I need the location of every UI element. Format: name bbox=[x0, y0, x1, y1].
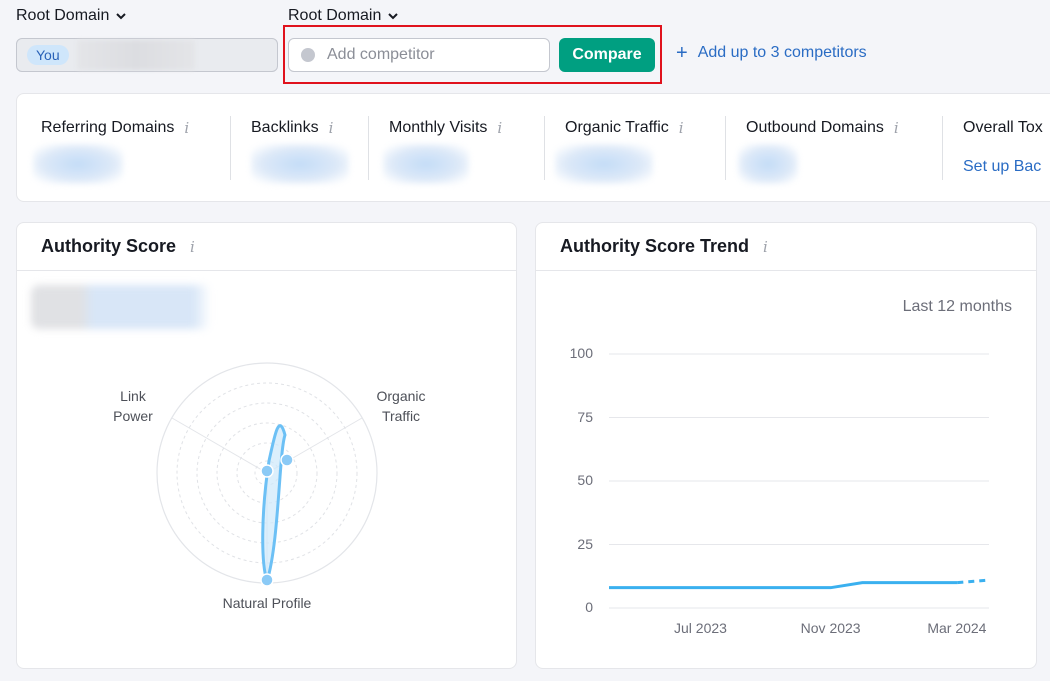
competitor-highlight-box bbox=[283, 25, 662, 84]
authority-score-card: Authority Score i Link Power Organic Tra… bbox=[16, 222, 517, 669]
y-tick-label: 50 bbox=[577, 472, 593, 488]
y-tick-label: 100 bbox=[569, 345, 593, 361]
divider bbox=[368, 116, 369, 180]
radar-label-natural-profile: Natural Profile bbox=[222, 595, 312, 611]
metric-value-blurred bbox=[383, 144, 469, 184]
competitor-placeholder: Add competitor bbox=[327, 46, 435, 63]
trend-series-projection bbox=[957, 578, 990, 585]
organic-traffic-point bbox=[280, 453, 294, 467]
x-tick-label: Mar 2024 bbox=[927, 620, 987, 636]
radar-label-link-power: Link Power bbox=[113, 388, 153, 424]
setup-backlink-audit-link[interactable]: Set up Bac bbox=[963, 158, 1042, 175]
metric-label: Organic Traffic bbox=[565, 119, 669, 136]
card-title: Authority Score bbox=[41, 236, 177, 256]
divider bbox=[942, 116, 943, 180]
plus-icon: + bbox=[676, 42, 688, 64]
y-tick-label: 25 bbox=[577, 535, 593, 552]
metric-label: Overall Tox bbox=[963, 119, 1043, 136]
authority-score-blurred bbox=[31, 285, 211, 329]
divider bbox=[230, 116, 231, 180]
your-domain-blurred bbox=[76, 40, 195, 70]
link-power-point bbox=[260, 464, 274, 478]
authority-score-trend-card: Authority Score Trend i Last 12 months 1… bbox=[535, 222, 1037, 669]
info-icon[interactable]: i bbox=[328, 119, 334, 137]
trend-series-line bbox=[609, 581, 958, 590]
metric-value-blurred bbox=[738, 144, 798, 184]
metric-label: Outbound Domains bbox=[746, 119, 884, 136]
chevron-down-icon bbox=[116, 13, 127, 20]
you-badge: You bbox=[27, 45, 69, 65]
metric-value-blurred bbox=[555, 144, 653, 184]
root-domain-dropdown-competitor[interactable]: Root Domain bbox=[288, 7, 399, 25]
chevron-down-icon bbox=[388, 13, 399, 20]
metric-value-blurred bbox=[33, 144, 123, 184]
authority-radar-chart bbox=[156, 362, 378, 587]
info-icon[interactable]: i bbox=[184, 119, 190, 137]
metric-label: Backlinks bbox=[251, 119, 319, 136]
add-competitors-label: Add up to 3 competitors bbox=[697, 44, 867, 61]
add-competitors-link[interactable]: + Add up to 3 competitors bbox=[676, 42, 867, 64]
info-icon[interactable]: i bbox=[497, 119, 503, 137]
period-label: Last 12 months bbox=[902, 298, 1012, 315]
metric-label: Referring Domains bbox=[41, 119, 175, 136]
metric-value-blurred bbox=[251, 144, 349, 184]
info-icon[interactable]: i bbox=[763, 237, 768, 256]
x-tick-label: Nov 2023 bbox=[800, 620, 861, 636]
x-tick-label: Jul 2023 bbox=[674, 620, 727, 636]
card-title: Authority Score Trend bbox=[560, 236, 750, 256]
metrics-summary-card: Referring Domains i Backlinks i Monthly Vi… bbox=[16, 93, 1050, 202]
radar-label-organic-traffic: Organic Traffic bbox=[376, 388, 426, 424]
root-domain-label: Root Domain bbox=[16, 7, 110, 24]
natural-profile-point bbox=[260, 573, 274, 587]
info-icon[interactable]: i bbox=[678, 119, 684, 137]
info-icon[interactable]: i bbox=[190, 237, 195, 256]
your-domain-field: You bbox=[16, 38, 278, 72]
root-domain-label: Root Domain bbox=[288, 7, 382, 24]
metric-label: Monthly Visits bbox=[389, 119, 488, 136]
divider bbox=[544, 116, 545, 180]
competitor-input[interactable]: Add competitor bbox=[288, 38, 550, 72]
y-tick-label: 0 bbox=[585, 599, 593, 615]
y-tick-label: 75 bbox=[577, 408, 593, 425]
root-domain-dropdown-you[interactable]: Root Domain bbox=[16, 7, 127, 25]
competitor-color-dot bbox=[301, 48, 315, 62]
info-icon[interactable]: i bbox=[893, 119, 899, 137]
divider bbox=[725, 116, 726, 180]
compare-button[interactable]: Compare bbox=[559, 38, 655, 72]
trend-line-chart bbox=[609, 353, 990, 609]
